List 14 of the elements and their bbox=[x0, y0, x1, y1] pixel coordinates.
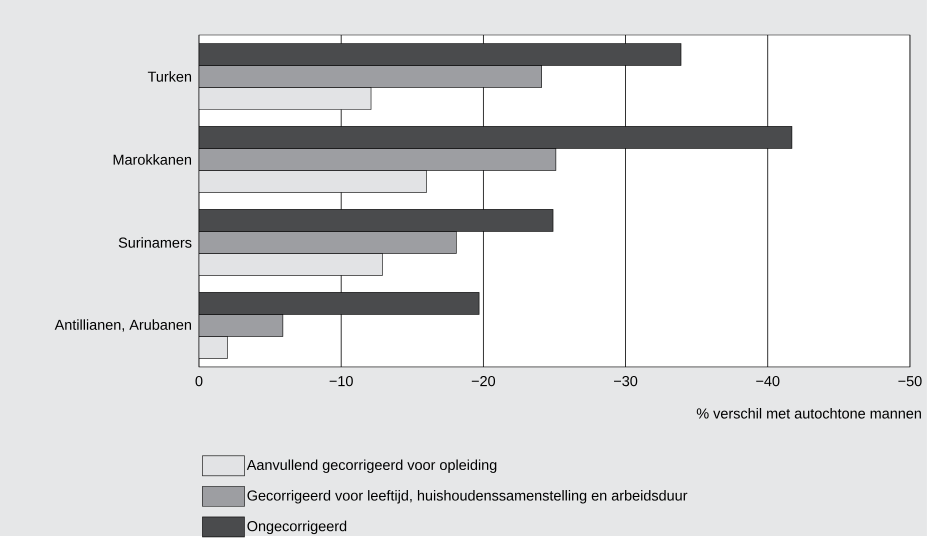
legend-label: Gecorrigeerd voor leeftijd, huishoudenssamenstelling en arbeidsduur bbox=[247, 490, 688, 504]
x-tick-label: −40 bbox=[756, 376, 780, 386]
x-tick-label: −10 bbox=[330, 376, 353, 386]
x-axis-title: % verschil met autochtone mannen bbox=[696, 408, 921, 418]
y-tick-label: Surinamers bbox=[118, 237, 192, 248]
x-tick-label: 0 bbox=[196, 376, 202, 386]
legend-label: Aanvullend gecorrigeerd voor opleiding bbox=[246, 459, 496, 473]
x-tick-label: −30 bbox=[614, 376, 638, 386]
x-tick-label: −50 bbox=[898, 376, 922, 386]
y-tick-label: Antillianen, Arubanen bbox=[54, 319, 191, 332]
y-tick-label: Turken bbox=[148, 71, 192, 82]
y-tick-label: Marokkanen bbox=[114, 154, 192, 165]
legend-label: Ongecorrigeerd bbox=[247, 520, 346, 534]
x-tick-label: −20 bbox=[472, 376, 496, 386]
